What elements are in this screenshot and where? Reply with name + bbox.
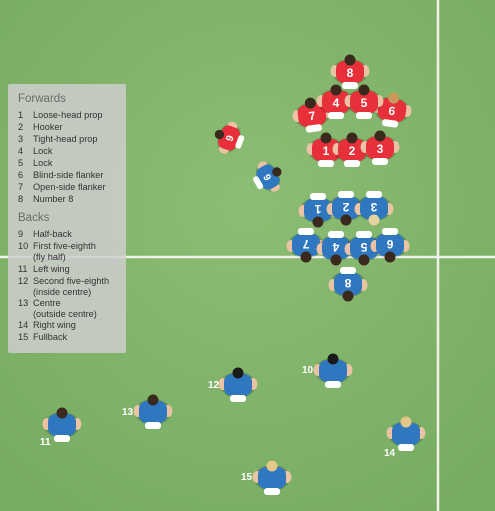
blue-back-13 (133, 394, 173, 429)
jersey-number: 8 (347, 66, 354, 80)
blue-back-11 (42, 407, 82, 442)
legend-row: 10 First five-eighth (fly half) (18, 241, 96, 262)
legend-row: 6 Blind-side flanker (18, 170, 104, 180)
legend-row: 15 Fullback (18, 332, 68, 342)
legend-row: 4 Lock (18, 146, 53, 156)
legend-row: 2 Hooker (18, 122, 63, 132)
back-label: 11 (40, 437, 51, 448)
back-label: 13 (122, 407, 134, 418)
back-label: 14 (384, 448, 396, 459)
jersey-number: 6 (386, 237, 393, 251)
jersey-number: 3 (370, 200, 377, 214)
back-label: 12 (208, 380, 220, 391)
blue-back-12 (218, 367, 258, 402)
jersey-number: 5 (361, 96, 368, 110)
jersey-number: 9 (225, 134, 237, 143)
jersey-number: 3 (377, 142, 384, 156)
blue-back-10 (313, 353, 353, 388)
red-player-lock: 5 (344, 84, 384, 119)
red-player-9: 9 (214, 121, 245, 154)
blue-back-14 (386, 416, 426, 451)
jersey-number: 8 (344, 276, 351, 290)
position-legend: Forwards 1 Loose-head prop 2 Hooker 3 Tight… (8, 84, 126, 353)
jersey-number: 1 (323, 144, 330, 158)
jersey-number: 5 (360, 240, 367, 254)
blue-player-4: 4 (316, 231, 356, 266)
legend-row: 3 Tight-head prop (18, 134, 98, 144)
red-player-8: 8 (330, 54, 370, 89)
jersey-number: 2 (349, 144, 356, 158)
legend-row: 5 Lock (18, 158, 53, 168)
red-player-3: 3 (360, 130, 400, 165)
legend-row: 14 Right wing (18, 320, 76, 330)
blue-player-6: 6 (370, 228, 410, 263)
blue-player-8: 8 (328, 267, 368, 302)
jersey-number: 2 (342, 200, 349, 214)
jersey-number: 9 (260, 173, 273, 184)
blue-player-9: 9 (253, 161, 282, 192)
blue-player-3: 3 (354, 191, 394, 226)
red-player-2: 2 (332, 132, 372, 167)
red-player-7: 7 (292, 97, 332, 133)
blue-back-15 (252, 460, 292, 495)
jersey-number: 4 (332, 240, 339, 254)
backs-heading: Backs (18, 212, 50, 224)
legend-row: 12 Second five-eighth (inside centre) (18, 276, 110, 297)
back-label: 15 (241, 472, 253, 483)
jersey-number: 7 (302, 237, 309, 251)
forwards-heading: Forwards (18, 93, 66, 105)
legend-row: 8 Number 8 (18, 194, 74, 204)
jersey-number: 1 (314, 202, 321, 216)
jersey-number: 7 (308, 109, 317, 124)
jersey-number: 6 (388, 104, 397, 119)
legend-row: 1 Loose-head prop (18, 110, 103, 120)
legend-row: 11 Left wing (18, 264, 70, 274)
back-label: 10 (302, 365, 314, 376)
legend-row: 9 Half-back (18, 229, 72, 239)
legend-row: 13 Centre (outside centre) (18, 298, 97, 319)
legend-row: 7 Open-side flanker (18, 182, 106, 192)
jersey-number: 4 (333, 96, 340, 110)
